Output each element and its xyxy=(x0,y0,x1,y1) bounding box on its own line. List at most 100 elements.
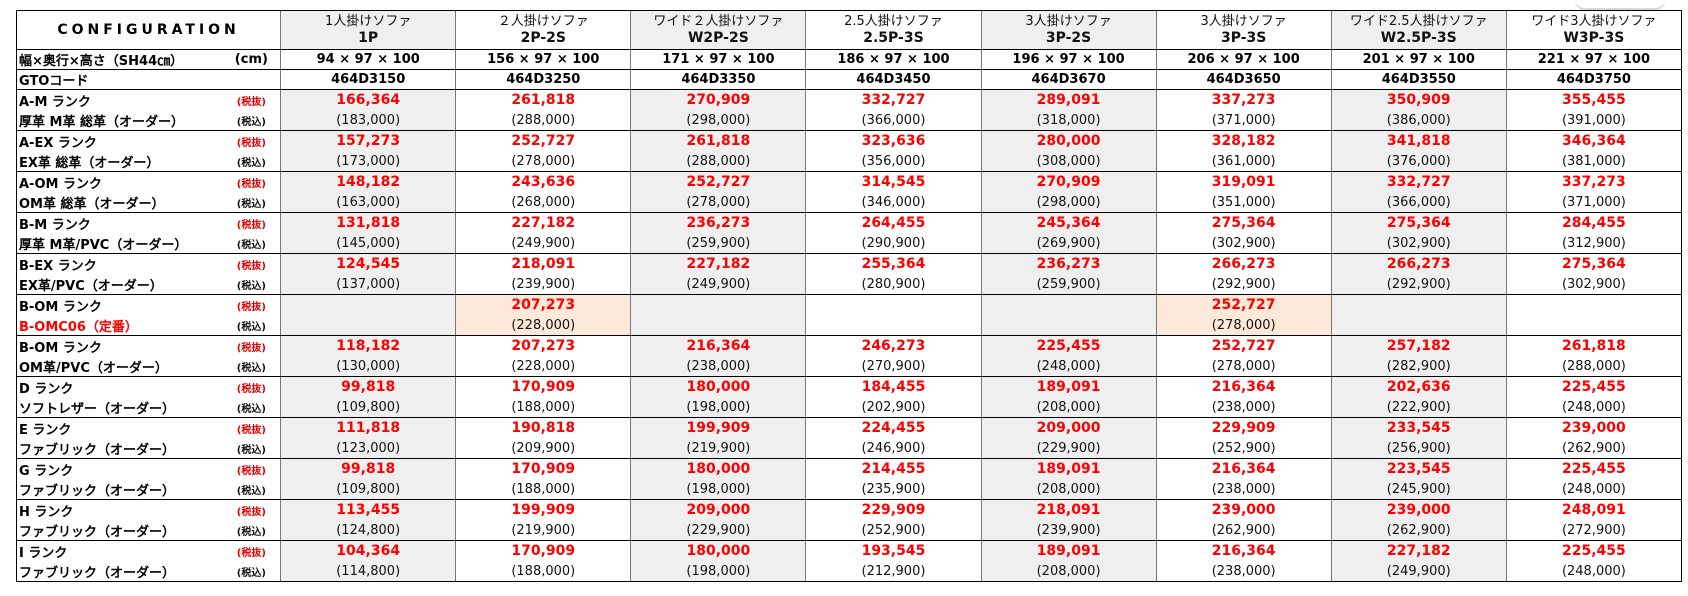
dimension-cell-4: 186 × 97 × 100 xyxy=(805,49,982,70)
material-label: 厚革 M革/PVC（オーダー） xyxy=(15,233,223,254)
gto-code-unit xyxy=(222,69,281,90)
price-incl-cell: (145,000) xyxy=(280,233,456,254)
material-label: ファブリック（オーダー） xyxy=(15,520,223,541)
model-code: 1P xyxy=(358,30,379,46)
price-excl-cell: 229,909 xyxy=(805,499,982,520)
price-excl-cell xyxy=(1330,294,1507,315)
price-incl-cell: (282,900) xyxy=(1330,356,1507,377)
price-excl-cell: 216,364 xyxy=(1155,376,1332,397)
price-incl-cell: (386,000) xyxy=(1330,110,1507,131)
price-excl-cell: 180,000 xyxy=(630,376,806,397)
price-incl-cell: (249,900) xyxy=(1330,561,1507,582)
price-incl-cell: (252,900) xyxy=(805,520,982,541)
tax-included-tag: (税込) xyxy=(222,356,281,377)
rank-row-incl: ソフトレザー（オーダー） (税込) (109,800) (188,000) (198,0… xyxy=(15,397,1683,418)
price-incl-cell xyxy=(630,315,806,336)
rank-label: G ランク xyxy=(15,458,223,479)
price-excl-cell: 207,273 xyxy=(455,294,631,315)
gto-code-cell-7: 464D3550 xyxy=(1330,69,1507,90)
material-label: ファブリック（オーダー） xyxy=(15,438,223,459)
price-excl-cell: 332,727 xyxy=(1330,171,1507,192)
price-excl-cell: 289,091 xyxy=(980,89,1157,110)
gto-code-cell-5: 464D3670 xyxy=(980,69,1157,90)
rank-label: I ランク xyxy=(15,540,223,561)
price-excl-cell: 190,818 xyxy=(455,417,631,438)
price-incl-cell xyxy=(805,315,982,336)
price-incl-cell: (302,900) xyxy=(1505,274,1683,295)
model-header-4: 2.5人掛けソファ 2.5P-3S xyxy=(805,10,982,50)
model-header-1: 1人掛けソファ 1P xyxy=(280,10,456,50)
price-incl-cell: (246,900) xyxy=(805,438,982,459)
price-excl-cell: 148,182 xyxy=(280,171,456,192)
price-incl-cell: (262,900) xyxy=(1155,520,1332,541)
price-incl-cell: (351,000) xyxy=(1155,192,1332,213)
price-incl-cell: (249,900) xyxy=(630,274,806,295)
price-incl-cell: (188,000) xyxy=(455,561,631,582)
price-incl-cell: (163,000) xyxy=(280,192,456,213)
price-excl-cell: 216,364 xyxy=(630,335,806,356)
tax-included-tag: (税込) xyxy=(222,192,281,213)
price-excl-cell: 225,455 xyxy=(1505,540,1683,561)
tax-excluded-tag: (税抜) xyxy=(236,96,266,108)
tax-excluded-tag: (税抜) xyxy=(236,260,266,272)
rank-label: A-OM ランク xyxy=(15,171,223,192)
price-excl-cell xyxy=(1505,294,1683,315)
price-incl-cell: (298,000) xyxy=(980,192,1157,213)
price-excl-cell: 261,818 xyxy=(455,89,631,110)
price-incl-cell: (371,000) xyxy=(1505,192,1683,213)
price-excl-cell xyxy=(805,294,982,315)
gto-code-cell-1: 464D3150 xyxy=(280,69,456,90)
price-incl-cell: (109,800) xyxy=(280,397,456,418)
price-excl-cell: 275,364 xyxy=(1330,212,1507,233)
price-incl-cell: (371,000) xyxy=(1155,110,1332,131)
rank-row-excl: H ランク (税抜) 113,455 199,909 209,000 229,909 218… xyxy=(15,499,1683,520)
price-incl-cell: (256,900) xyxy=(1330,438,1507,459)
price-incl-cell: (356,000) xyxy=(805,151,982,172)
gto-code-cell-4: 464D3450 xyxy=(805,69,982,90)
price-incl-cell: (361,000) xyxy=(1155,151,1332,172)
price-excl-cell: 209,000 xyxy=(980,417,1157,438)
model-code: W2P-2S xyxy=(687,30,749,46)
price-excl-cell: 236,273 xyxy=(630,212,806,233)
header-row: CONFIGURATION 1人掛けソファ 1P ２人掛けソファ 2P-2S ワイド２人… xyxy=(15,10,1683,50)
rank-row-incl: ファブリック（オーダー） (税込) (114,800) (188,000) (198,0… xyxy=(15,561,1683,582)
price-incl-cell: (238,000) xyxy=(630,356,806,377)
price-excl-cell: 261,818 xyxy=(630,130,806,151)
price-excl-cell: 252,727 xyxy=(1155,294,1332,315)
rank-row-excl: B-M ランク (税抜) 131,818 227,182 236,273 264,455 2… xyxy=(15,212,1683,233)
price-excl-cell: 328,182 xyxy=(1155,130,1332,151)
material-label: ファブリック（オーダー） xyxy=(15,479,223,500)
tax-included-tag: (税込) xyxy=(222,233,281,254)
rank-row-incl: OM革/PVC（オーダー） (税込) (130,000) (228,000) (238,… xyxy=(15,356,1683,377)
rank-row-excl: B-OM ランク (税抜) 207,273 252,727 xyxy=(15,294,1683,315)
price-incl-cell xyxy=(1330,315,1507,336)
price-incl-cell: (280,900) xyxy=(805,274,982,295)
price-incl-cell: (318,000) xyxy=(980,110,1157,131)
price-incl-cell: (209,900) xyxy=(455,438,631,459)
price-incl-cell: (381,000) xyxy=(1505,151,1683,172)
dimension-cell-2: 156 × 97 × 100 xyxy=(455,49,631,70)
tax-included-tag: (税込) xyxy=(222,274,281,295)
rank-row-incl: 厚革 M革/PVC（オーダー） (税込) (145,000) (249,900) (25… xyxy=(15,233,1683,254)
price-excl-cell: 113,455 xyxy=(280,499,456,520)
price-incl-cell: (198,000) xyxy=(630,561,806,582)
tax-included-tag: (税込) xyxy=(222,315,281,336)
price-excl-cell: 248,091 xyxy=(1505,499,1683,520)
price-incl-cell: (248,000) xyxy=(1505,397,1683,418)
price-excl-cell: 99,818 xyxy=(280,376,456,397)
price-incl-cell: (137,000) xyxy=(280,274,456,295)
model-header-5: 3人掛けソファ 3P-2S xyxy=(980,10,1157,50)
price-incl-cell: (228,000) xyxy=(455,356,631,377)
price-excl-cell: 180,000 xyxy=(630,540,806,561)
price-excl-cell: 346,364 xyxy=(1505,130,1683,151)
price-excl-cell: 189,091 xyxy=(980,458,1157,479)
rank-label: A-EX ランク xyxy=(15,130,223,151)
price-excl-cell: 104,364 xyxy=(280,540,456,561)
price-excl-cell: 189,091 xyxy=(980,540,1157,561)
material-label: EX革/PVC（オーダー） xyxy=(15,274,223,295)
price-table: CONFIGURATION 1人掛けソファ 1P ２人掛けソファ 2P-2S ワイド２人… xyxy=(15,10,1683,582)
price-excl-cell: 239,000 xyxy=(1155,499,1332,520)
price-incl-cell: (288,000) xyxy=(630,151,806,172)
dimensions-unit: (cm) xyxy=(222,49,281,70)
rank-row-incl: ファブリック（オーダー） (税込) (123,000) (209,900) (219,9… xyxy=(15,438,1683,459)
